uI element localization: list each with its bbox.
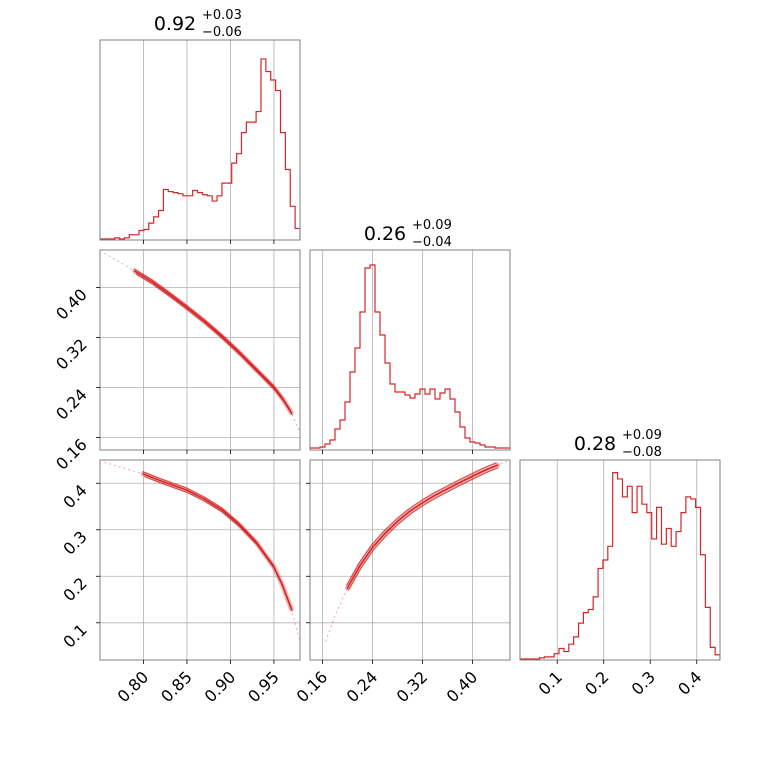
panel-1-0: 0.16 0.24 0.32 0.40 (52, 249, 301, 474)
panel-title-median: 0.26 (364, 223, 406, 245)
x-tick-label: 0.80 (114, 667, 153, 706)
x-tick-label: 0.1 (535, 667, 566, 698)
y-tick-label: 0.4 (59, 481, 90, 512)
y-tick-label: 0.24 (52, 385, 91, 424)
y-tick-label: 0.40 (52, 285, 91, 324)
x-tick-label: 0.32 (393, 667, 432, 706)
contour-line (133, 268, 291, 411)
contour-line (133, 270, 293, 414)
panel-2-1: 0.16 0.24 0.32 0.40 (293, 459, 511, 706)
panel-title-plus: +0.03 (202, 8, 242, 23)
contour-faint-tail (104, 252, 300, 433)
contour-line (346, 462, 497, 586)
panel-frame (99, 39, 301, 241)
panel-title-median: 0.92 (154, 13, 196, 35)
panel-2-0: 0.80 0.85 0.90 0.95 0.1 0.2 0.3 0.4 (59, 459, 301, 706)
contour-line (144, 475, 293, 612)
x-tick-label: 0.40 (443, 667, 482, 706)
contour-faint-tail (325, 460, 508, 642)
panel-0-0: 0.92 +0.03 −0.06 (99, 8, 301, 244)
x-tick-label: 0.3 (628, 667, 659, 698)
contour-density-band (140, 471, 294, 612)
x-tick-label: 0.90 (201, 667, 240, 706)
panel-title-minus: −0.04 (412, 235, 452, 250)
panel-frame (309, 249, 511, 451)
panel-frame (519, 459, 721, 661)
x-tick-label: 0.85 (157, 667, 196, 706)
contour-line (142, 470, 291, 607)
histogram-step (100, 58, 300, 240)
y-tick-label: 0.32 (52, 335, 91, 374)
panel-title-plus: +0.09 (412, 218, 452, 233)
panel-frame (309, 459, 511, 661)
y-tick-label: 0.2 (59, 574, 90, 605)
panel-frame (99, 459, 301, 661)
panel-title-minus: −0.06 (202, 25, 242, 40)
x-tick-label: 0.95 (244, 667, 283, 706)
contour-density-band (132, 268, 294, 415)
y-tick-label: 0.1 (59, 620, 90, 651)
panel-title-median: 0.28 (574, 433, 616, 455)
x-tick-label: 0.24 (343, 667, 382, 706)
contour-line (142, 473, 293, 610)
panel-frame (99, 249, 301, 451)
panel-title-minus: −0.08 (622, 445, 662, 460)
panel-2-2: 0.28 +0.09 −0.08 0.1 0.2 0.3 0.4 (519, 428, 721, 699)
panel-1-1: 0.26 +0.09 −0.04 (309, 218, 511, 454)
panel-title-plus: +0.09 (622, 428, 662, 443)
x-tick-label: 0.4 (674, 667, 705, 698)
contour-faint-tail (104, 461, 300, 642)
contour-line (135, 273, 293, 416)
contour-line (348, 467, 499, 591)
y-tick-label: 0.16 (52, 435, 91, 474)
histogram-step (520, 472, 720, 660)
y-tick-label: 0.3 (59, 527, 90, 558)
contour-line (346, 464, 499, 589)
x-tick-label: 0.2 (581, 667, 612, 698)
histogram-step (310, 264, 510, 450)
x-tick-label: 0.16 (293, 667, 332, 706)
